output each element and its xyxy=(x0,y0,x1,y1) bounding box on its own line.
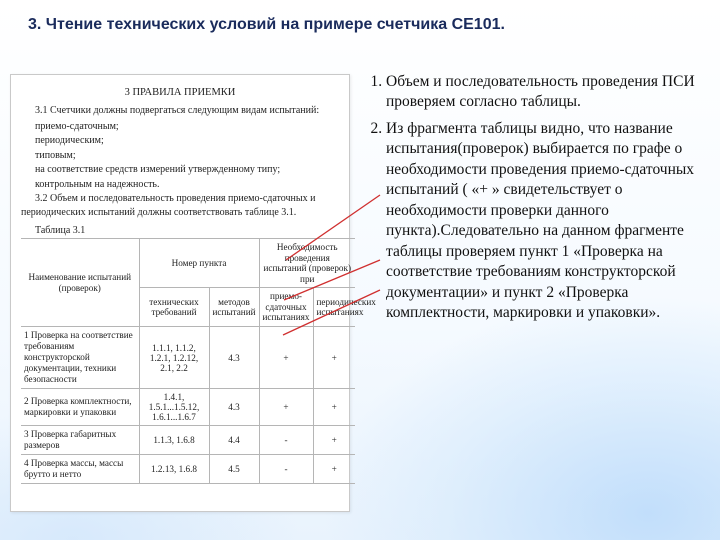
cell-tech: 1.4.1, 1.5.1...1.5.12, 1.6.1...1.6.7 xyxy=(139,389,209,426)
cell-psi: - xyxy=(259,455,313,484)
cell-name: 2 Проверка комплектности, маркировки и у… xyxy=(21,389,139,426)
cell-tech: 1.1.3, 1.6.8 xyxy=(139,426,209,455)
paragraph-3-1: 3.1 Счетчики должны подвергаться следующ… xyxy=(21,104,339,118)
cell-name: 1 Проверка на соответствие требованиям к… xyxy=(21,327,139,389)
scan-item-3: на соответствие средств измерений утверж… xyxy=(21,163,339,177)
th-name: Наименование испытаний (проверок) xyxy=(21,239,139,327)
table-row: 1 Проверка на соответствие требованиям к… xyxy=(21,327,355,389)
cell-tech: 1.2.13, 1.6.8 xyxy=(139,455,209,484)
note-1: Объем и последовательность проведения ПС… xyxy=(386,72,700,113)
table-row: 3 Проверка габаритных размеров 1.1.3, 1.… xyxy=(21,426,355,455)
cell-method: 4.4 xyxy=(209,426,259,455)
th-need: Необходимость проведения испытаний (пров… xyxy=(259,239,355,288)
cell-period: + xyxy=(313,389,355,426)
document-scan: 3 ПРАВИЛА ПРИЕМКИ 3.1 Счетчики должны по… xyxy=(10,74,350,512)
notes-list: Объем и последовательность проведения ПС… xyxy=(358,72,700,323)
th-punkt: Номер пункта xyxy=(139,239,259,288)
scan-item-1: периодическим; xyxy=(21,134,339,148)
cell-tech: 1.1.1, 1.1.2, 1.2.1, 1.2.12, 2.1, 2.2 xyxy=(139,327,209,389)
cell-period: + xyxy=(313,327,355,389)
table-body: 1 Проверка на соответствие требованиям к… xyxy=(21,327,355,484)
scan-item-2: типовым; xyxy=(21,149,339,163)
table-row: 4 Проверка массы, массы брутто и нетто 1… xyxy=(21,455,355,484)
th-period: периодических испытаниях xyxy=(313,288,355,327)
note-2: Из фрагмента таблицы видно, что название… xyxy=(386,119,700,324)
table-caption: Таблица 3.1 xyxy=(35,225,339,236)
paragraph-3-2: 3.2 Объем и последовательность проведени… xyxy=(21,192,339,219)
cell-psi: + xyxy=(259,327,313,389)
th-psi: приемо-сдаточных испытаниях xyxy=(259,288,313,327)
slide-root: 3. Чтение технических условий на примере… xyxy=(0,0,720,540)
cell-method: 4.3 xyxy=(209,389,259,426)
cell-method: 4.5 xyxy=(209,455,259,484)
scan-item-4: контрольным на надежность. xyxy=(21,178,339,192)
cell-period: + xyxy=(313,426,355,455)
slide-heading: 3. Чтение технических условий на примере… xyxy=(28,16,692,34)
cell-psi: + xyxy=(259,389,313,426)
notes-panel: Объем и последовательность проведения ПС… xyxy=(358,72,700,329)
cell-name: 4 Проверка массы, массы брутто и нетто xyxy=(21,455,139,484)
cell-psi: - xyxy=(259,426,313,455)
requirements-table: Наименование испытаний (проверок) Номер … xyxy=(21,238,355,484)
table-row: 2 Проверка комплектности, маркировки и у… xyxy=(21,389,355,426)
cell-name: 3 Проверка габаритных размеров xyxy=(21,426,139,455)
cell-period: + xyxy=(313,455,355,484)
scan-item-0: приемо-сдаточным; xyxy=(21,120,339,134)
cell-method: 4.3 xyxy=(209,327,259,389)
th-tech: технических требований xyxy=(139,288,209,327)
section-title: 3 ПРАВИЛА ПРИЕМКИ xyxy=(21,87,339,98)
table-head: Наименование испытаний (проверок) Номер … xyxy=(21,239,355,327)
th-method: методов испытаний xyxy=(209,288,259,327)
